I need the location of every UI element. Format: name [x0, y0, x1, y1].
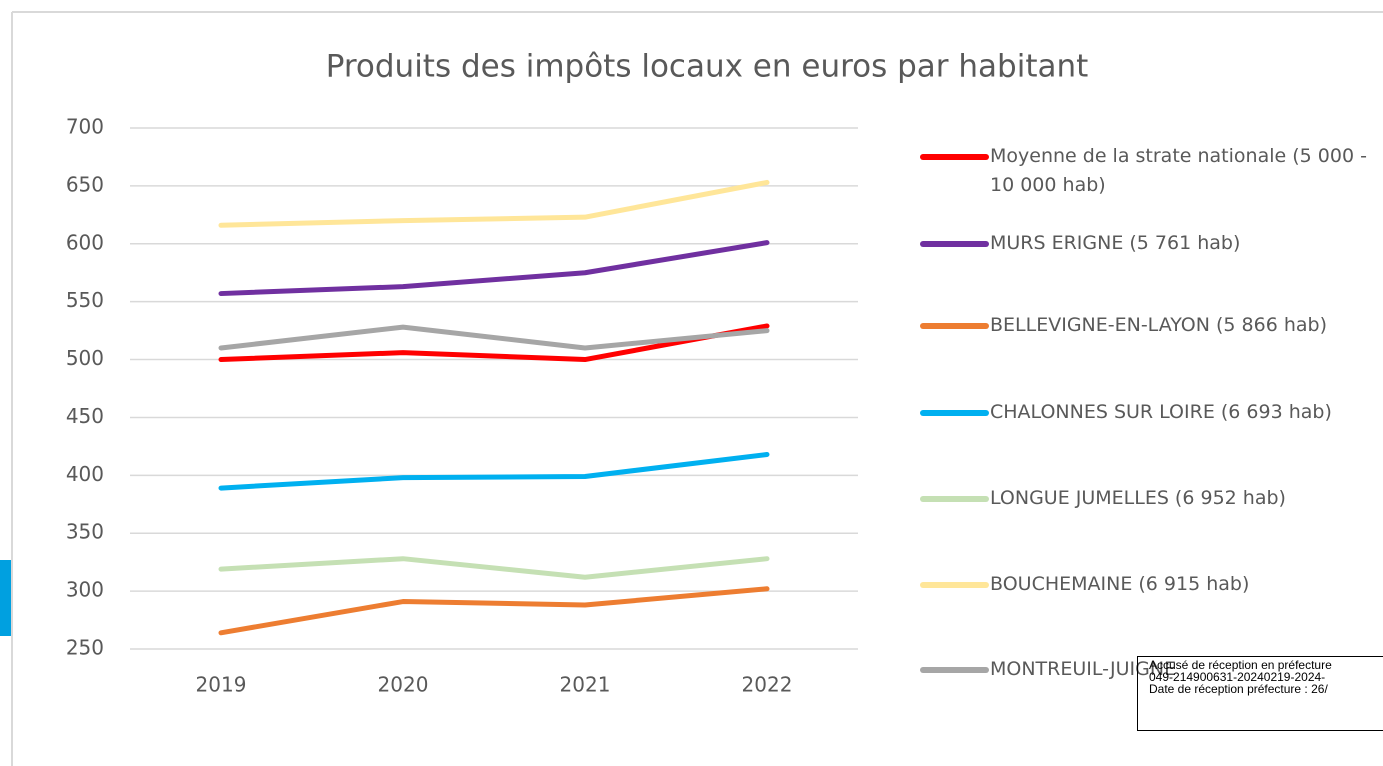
series-line	[218, 179, 770, 228]
y-tick-label: 600	[66, 230, 104, 254]
legend-label: MURS ERIGNE (5 761 hab)	[990, 232, 1241, 254]
series-line	[218, 451, 770, 491]
series-line	[218, 240, 770, 297]
stamp-line: Accusé de réception en préfecture	[1149, 658, 1332, 672]
legend-label: BOUCHEMAINE (6 915 hab)	[990, 573, 1250, 595]
series-line	[218, 323, 770, 363]
x-tick-label: 2019	[196, 673, 247, 697]
side-tab	[0, 560, 11, 636]
stamp: Accusé de réception en préfecture 049-21…	[1137, 656, 1383, 731]
legend-label: MONTREUIL-JUIGNE	[990, 658, 1177, 680]
series-line	[218, 556, 770, 580]
x-tick-label: 2021	[560, 673, 611, 697]
chart-title: Produits des impôts locaux en euros par …	[326, 49, 1089, 85]
legend-label: CHALONNES SUR LOIRE (6 693 hab)	[990, 401, 1332, 423]
y-tick-label: 400	[66, 462, 104, 486]
y-tick-label: 350	[66, 520, 104, 544]
x-tick-label: 2022	[742, 673, 793, 697]
y-tick-label: 650	[66, 172, 104, 196]
stamp-line: Date de réception préfecture : 26/	[1149, 682, 1328, 696]
y-tick-label: 300	[66, 578, 104, 602]
series-line	[218, 324, 770, 351]
y-tick-label: 550	[66, 288, 104, 312]
series-line	[218, 586, 770, 636]
legend-label: LONGUE JUMELLES (6 952 hab)	[990, 487, 1286, 509]
y-tick-label: 250	[66, 636, 104, 660]
y-tick-label: 500	[66, 346, 104, 370]
y-tick-label: 700	[66, 115, 104, 139]
stamp-line: 049-214900631-20240219-2024-	[1149, 670, 1326, 684]
legend-label: Moyenne de la strate nationale (5 000 - …	[990, 145, 1367, 196]
x-tick-label: 2020	[378, 673, 429, 697]
y-tick-label: 450	[66, 404, 104, 428]
legend-label: BELLEVIGNE-EN-LAYON (5 866 hab)	[990, 314, 1328, 336]
